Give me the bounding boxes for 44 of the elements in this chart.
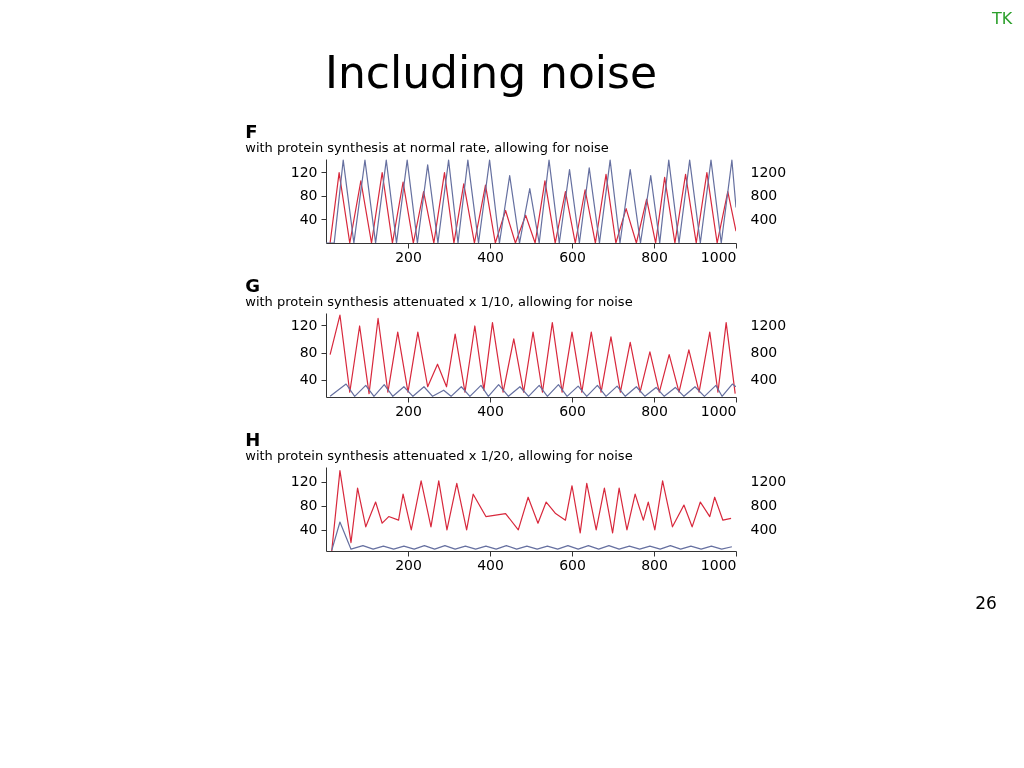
line-series [331,521,733,551]
x-tick-label: 400 [477,556,504,573]
x-tick-label: 600 [559,556,586,573]
y2-tick-label: 800 [750,187,778,204]
x-tick-label: 800 [641,402,668,419]
y-tick-label: 40 [299,210,318,227]
x-tick-label: 800 [641,248,668,265]
y-tick-label: 80 [299,497,318,514]
chart-title: G [245,275,261,296]
x-tick-label: 200 [395,556,422,573]
x-tick-label: 600 [559,248,586,265]
line-series [331,470,732,551]
y-tick-label: 80 [299,187,318,204]
x-tick-label: 1000 [700,248,737,265]
y2-tick-label: 800 [750,344,778,361]
y2-tick-label: 400 [750,521,778,538]
y-tick-label: 120 [290,316,318,333]
chart-subtitle: with protein synthesis attenuated x 1/20, allowing for noise [245,448,633,463]
text: 26 [975,593,997,613]
y2-tick-label: 1200 [750,316,787,333]
y-tick-label: 40 [299,371,318,388]
chart-subtitle: with protein synthesis attenuated x 1/10, allowing for noise [245,294,633,309]
y2-tick-label: 1200 [750,163,787,180]
x-tick-label: 400 [477,248,504,265]
text: Including noise [324,47,658,98]
x-tick-label: 200 [395,402,422,419]
y-tick-label: 40 [299,521,318,538]
chart-title: H [245,429,261,450]
x-tick-label: 400 [477,402,504,419]
y-tick-label: 80 [299,344,318,361]
x-tick-label: 1000 [700,402,737,419]
y-tick-label: 120 [290,473,318,489]
y2-tick-label: 400 [750,210,778,227]
y-tick-label: 120 [290,163,318,180]
x-tick-label: 600 [559,402,586,419]
y2-tick-label: 400 [750,371,778,388]
y2-tick-label: 800 [750,497,778,514]
text: TK [990,9,1013,28]
chart-subtitle: with protein synthesis at normal rate, allowing for noise [245,140,609,155]
x-tick-label: 1000 [700,556,737,573]
x-tick-label: 800 [641,556,668,573]
chart-title: F [245,121,258,142]
x-tick-label: 200 [395,248,422,265]
y2-tick-label: 1200 [750,473,787,489]
